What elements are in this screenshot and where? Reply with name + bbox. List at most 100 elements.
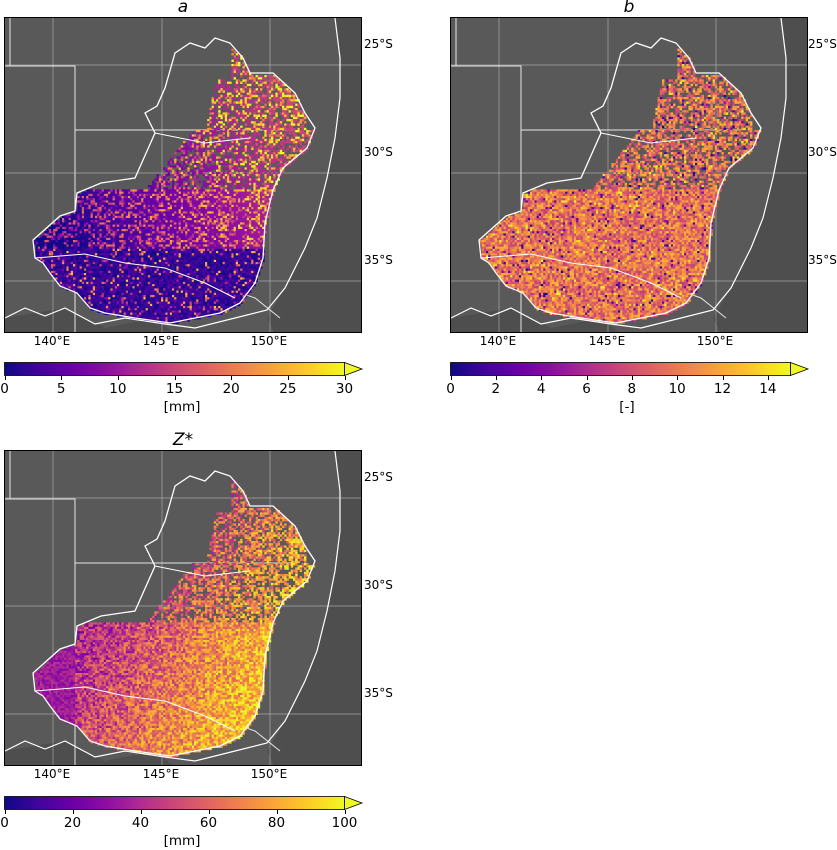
data-pixel <box>187 167 190 170</box>
data-pixel <box>207 244 210 247</box>
data-pixel <box>271 79 274 82</box>
data-pixel <box>145 246 148 249</box>
data-pixel <box>290 141 294 144</box>
data-pixel <box>251 193 254 197</box>
data-pixel <box>114 257 118 260</box>
data-pixel <box>92 226 96 230</box>
data-pixel <box>277 86 280 89</box>
data-pixel <box>211 262 214 265</box>
data-pixel <box>139 198 142 201</box>
data-pixel <box>266 149 269 153</box>
data-pixel <box>238 176 241 179</box>
data-pixel <box>249 262 252 265</box>
data-pixel <box>262 160 265 164</box>
data-pixel <box>275 130 278 133</box>
data-pixel <box>92 193 96 197</box>
data-pixel <box>191 251 195 254</box>
data-pixel <box>92 224 96 227</box>
data-pixel <box>147 233 151 236</box>
data-pixel <box>187 211 190 214</box>
data-pixel <box>266 143 269 146</box>
data-pixel <box>216 235 219 238</box>
data-pixel <box>253 99 256 102</box>
data-pixel <box>163 248 166 252</box>
data-pixel <box>79 220 82 223</box>
data-pixel <box>260 211 263 214</box>
data-pixel <box>244 218 247 221</box>
data-pixel <box>189 134 192 137</box>
data-pixel <box>161 224 164 227</box>
data-pixel <box>260 233 263 236</box>
data-pixel <box>136 220 140 223</box>
data-pixel <box>200 130 203 133</box>
data-pixel <box>202 233 206 236</box>
data-pixel <box>231 182 234 186</box>
data-pixel <box>266 154 269 157</box>
data-pixel <box>57 251 60 254</box>
data-pixel <box>229 242 232 245</box>
data-pixel <box>88 242 91 245</box>
data-pixel <box>218 211 221 214</box>
data-pixel <box>227 207 230 210</box>
data-pixel <box>240 196 243 199</box>
data-pixel <box>136 231 140 234</box>
data-pixel <box>218 108 221 111</box>
data-pixel <box>174 207 177 210</box>
data-pixel <box>191 191 195 194</box>
data-pixel <box>187 202 190 205</box>
data-pixel <box>279 163 283 166</box>
data-pixel <box>183 182 186 186</box>
data-pixel <box>216 165 219 168</box>
data-pixel <box>293 119 296 122</box>
data-pixel <box>262 218 265 221</box>
data-pixel <box>156 259 159 263</box>
data-pixel <box>141 215 144 219</box>
data-pixel <box>213 136 217 139</box>
data-pixel <box>132 204 135 208</box>
data-pixel <box>128 233 131 236</box>
data-pixel <box>233 160 236 164</box>
data-pixel <box>211 222 214 225</box>
data-pixel <box>150 253 153 256</box>
data-pixel <box>262 114 265 117</box>
data-pixel <box>271 185 274 188</box>
data-pixel <box>213 259 217 263</box>
data-pixel <box>271 103 274 106</box>
data-pixel <box>73 218 76 221</box>
data-pixel <box>290 132 294 135</box>
data-pixel <box>68 220 71 223</box>
data-pixel <box>169 218 173 221</box>
data-pixel <box>77 204 80 208</box>
data-pixel <box>238 193 241 197</box>
data-pixel <box>242 193 245 197</box>
data-pixel <box>130 237 133 241</box>
data-pixel <box>110 198 113 201</box>
data-pixel <box>178 176 181 179</box>
data-pixel <box>260 90 263 93</box>
data-pixel <box>231 149 234 153</box>
data-pixel <box>81 226 85 230</box>
data-pixel <box>235 119 239 122</box>
data-pixel <box>198 160 201 164</box>
data-pixel <box>246 121 250 124</box>
data-pixel <box>128 189 131 192</box>
data-pixel <box>180 237 184 241</box>
data-pixel <box>187 215 190 219</box>
data-pixel <box>97 215 100 219</box>
data-pixel <box>218 222 221 225</box>
data-pixel <box>264 187 267 190</box>
data-pixel <box>202 237 206 241</box>
data-pixel <box>75 259 78 263</box>
data-pixel <box>59 255 63 258</box>
data-pixel <box>213 127 217 131</box>
data-pixel <box>161 207 164 210</box>
data-pixel <box>132 213 135 216</box>
data-pixel <box>62 248 65 252</box>
data-pixel <box>185 237 188 241</box>
data-pixel <box>191 207 195 210</box>
data-pixel <box>165 248 168 252</box>
data-pixel <box>121 196 124 199</box>
data-pixel <box>196 196 199 199</box>
data-pixel <box>211 116 214 120</box>
data-pixel <box>132 262 135 265</box>
